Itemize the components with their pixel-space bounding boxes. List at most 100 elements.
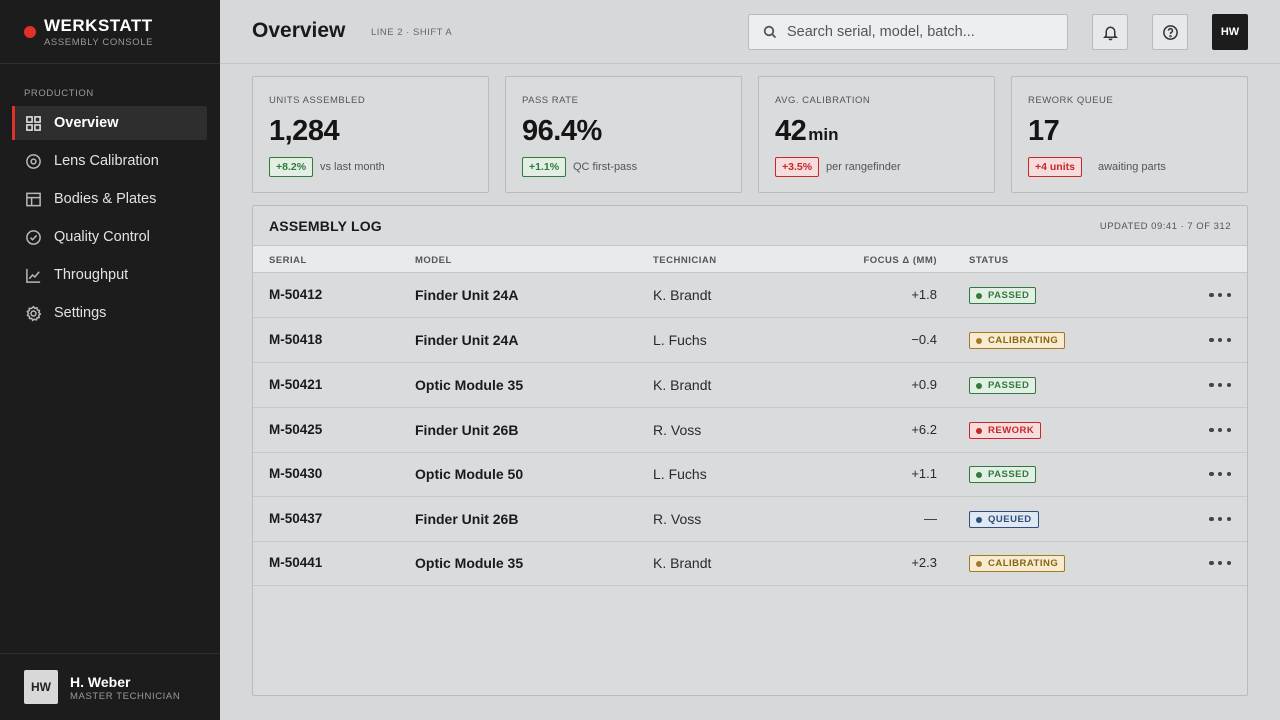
stat-delta-badge: +4 units (1028, 157, 1082, 177)
stat-card-units-assembled: UNITS ASSEMBLED 1,284 +8.2% vs last mont… (252, 76, 489, 193)
more-dot-icon (1226, 382, 1231, 388)
layout-icon (24, 190, 42, 208)
sidebar-item-label: Settings (54, 305, 107, 321)
cell-technician: K. Brandt (653, 287, 712, 303)
sidebar-item-lens-calibration[interactable]: Lens Calibration (12, 144, 207, 178)
column-header-status[interactable]: STATUS (969, 255, 1009, 266)
stat-note: awaiting parts (1098, 161, 1166, 173)
stat-label: REWORK QUEUE (1028, 95, 1114, 106)
row-menu-button[interactable] (1209, 510, 1231, 528)
search-input[interactable] (787, 24, 1047, 40)
cell-technician: K. Brandt (653, 555, 712, 571)
cell-serial: M-50437 (269, 511, 323, 526)
more-dot-icon (1226, 337, 1231, 343)
status-dot-icon (976, 471, 982, 478)
stat-value: 1,284 (269, 115, 340, 147)
more-dot-icon (1226, 516, 1231, 522)
cell-serial: M-50421 (269, 377, 323, 392)
more-dot-icon (1209, 471, 1214, 477)
row-menu-button[interactable] (1209, 421, 1231, 439)
table-row[interactable]: M-50437 Finder Unit 26B R. Voss — QUEUED (253, 497, 1247, 542)
cell-focus: +1.1 (911, 466, 937, 481)
stat-note: vs last month (320, 161, 385, 173)
column-header-serial[interactable]: SERIAL (269, 255, 307, 266)
cell-technician: L. Fuchs (653, 332, 707, 348)
stat-card-rework-queue: REWORK QUEUE 17 +4 units awaiting parts (1011, 76, 1248, 193)
row-menu-button[interactable] (1209, 376, 1231, 394)
help-icon (1162, 24, 1178, 40)
column-header-model[interactable]: MODEL (415, 255, 452, 266)
more-dot-icon (1217, 427, 1223, 433)
table-row[interactable]: M-50430 Optic Module 50 L. Fuchs +1.1 PA… (253, 452, 1247, 497)
stat-card-avg-calibration: AVG. CALIBRATION 42 min +3.5% per rangefi… (758, 76, 995, 193)
stat-value: 17 (1028, 115, 1060, 147)
column-header-technician[interactable]: TECHNICIAN (653, 255, 717, 266)
cell-model: Optic Module 50 (415, 466, 524, 482)
chart-line-icon (24, 266, 42, 284)
sidebar-item-label: Quality Control (54, 229, 150, 245)
sidebar-item-overview[interactable]: Overview (12, 106, 207, 140)
table-row[interactable]: M-50421 Optic Module 35 K. Brandt +0.9 P… (253, 363, 1247, 408)
bell-icon (1102, 26, 1118, 40)
header-avatar[interactable]: HW (1212, 14, 1248, 50)
cell-model: Optic Module 35 (415, 555, 524, 571)
table-row[interactable]: M-50412 Finder Unit 24A K. Brandt +1.8 P… (253, 273, 1247, 318)
cell-model: Finder Unit 26B (415, 511, 519, 527)
cell-serial: M-50430 (269, 466, 323, 481)
more-dot-icon (1209, 292, 1214, 298)
status-badge: QUEUED (969, 511, 1039, 528)
row-menu-button[interactable] (1209, 286, 1231, 304)
sidebar-item-throughput[interactable]: Throughput (12, 258, 207, 292)
stat-value: 96.4% (522, 115, 602, 147)
user-profile[interactable]: HW H. Weber MASTER TECHNICIAN (0, 653, 220, 720)
gear-icon (24, 304, 42, 322)
help-button[interactable] (1152, 14, 1188, 50)
row-menu-button[interactable] (1209, 465, 1231, 483)
cell-model: Finder Unit 24A (415, 332, 519, 348)
cell-serial: M-50418 (269, 332, 323, 347)
brand-name: WERKSTATT (44, 16, 153, 35)
cell-focus: +2.3 (911, 555, 937, 570)
status-badge: REWORK (969, 422, 1042, 439)
more-dot-icon (1217, 382, 1223, 388)
check-circle-icon (24, 228, 42, 246)
cell-technician: R. Voss (653, 422, 702, 438)
cell-technician: R. Voss (653, 511, 702, 527)
page-subtitle: LINE 2 · SHIFT A (371, 27, 453, 38)
table-row[interactable]: M-50418 Finder Unit 24A L. Fuchs −0.4 CA… (253, 318, 1247, 363)
cell-technician: K. Brandt (653, 377, 712, 393)
log-meta: UPDATED 09:41 · 7 OF 312 (1099, 221, 1231, 232)
search-box[interactable] (748, 14, 1068, 50)
sidebar-item-quality-control[interactable]: Quality Control (12, 220, 207, 254)
more-dot-icon (1209, 560, 1214, 566)
stat-label: UNITS ASSEMBLED (269, 95, 366, 106)
sidebar-item-label: Lens Calibration (54, 153, 159, 169)
table-row[interactable]: M-50441 Optic Module 35 K. Brandt +2.3 C… (253, 541, 1247, 586)
more-dot-icon (1217, 560, 1223, 566)
stat-delta-badge: +3.5% (775, 157, 820, 177)
sidebar-item-label: Throughput (54, 267, 129, 283)
more-dot-icon (1209, 337, 1214, 343)
status-dot-icon (976, 382, 982, 389)
stat-delta-badge: +8.2% (269, 157, 314, 177)
user-name: H. Weber (70, 674, 131, 690)
user-role: MASTER TECHNICIAN (70, 691, 181, 702)
brand-dot-icon (24, 26, 36, 38)
column-header-focus[interactable]: FOCUS Δ (MM) (863, 255, 937, 266)
notifications-button[interactable] (1092, 14, 1128, 50)
row-menu-button[interactable] (1209, 554, 1231, 572)
header: Overview LINE 2 · SHIFT A HW (220, 0, 1280, 64)
brand: WERKSTATT ASSEMBLY CONSOLE (0, 0, 220, 64)
sidebar-item-bodies-plates[interactable]: Bodies & Plates (12, 182, 207, 216)
sidebar: WERKSTATT ASSEMBLY CONSOLE PRODUCTION Ov… (0, 0, 220, 720)
status-badge: PASSED (969, 466, 1037, 483)
target-icon (24, 152, 42, 170)
row-menu-button[interactable] (1209, 331, 1231, 349)
status-dot-icon (976, 427, 982, 434)
cell-model: Finder Unit 26B (415, 422, 519, 438)
sidebar-item-settings[interactable]: Settings (12, 296, 207, 330)
log-title: ASSEMBLY LOG (269, 218, 382, 234)
table-row[interactable]: M-50425 Finder Unit 26B R. Voss +6.2 REW… (253, 408, 1247, 453)
stat-note: QC first-pass (573, 161, 638, 173)
status-badge: PASSED (969, 287, 1037, 304)
